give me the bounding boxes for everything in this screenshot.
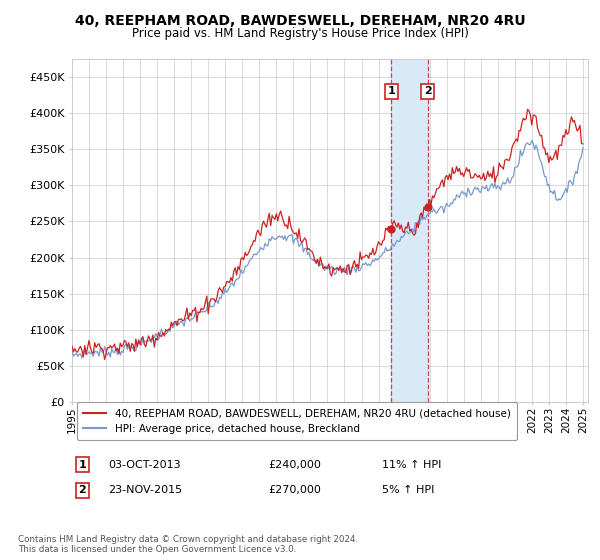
Text: 5% ↑ HPI: 5% ↑ HPI [382, 486, 434, 495]
Text: Contains HM Land Registry data © Crown copyright and database right 2024.
This d: Contains HM Land Registry data © Crown c… [18, 535, 358, 554]
Text: £270,000: £270,000 [268, 486, 321, 495]
Text: 2: 2 [79, 486, 86, 495]
Text: 1: 1 [388, 86, 395, 96]
Legend: 40, REEPHAM ROAD, BAWDESWELL, DEREHAM, NR20 4RU (detached house), HPI: Average p: 40, REEPHAM ROAD, BAWDESWELL, DEREHAM, N… [77, 402, 517, 440]
Bar [391, 59, 428, 402]
Text: £240,000: £240,000 [268, 460, 321, 469]
Text: 40, REEPHAM ROAD, BAWDESWELL, DEREHAM, NR20 4RU: 40, REEPHAM ROAD, BAWDESWELL, DEREHAM, N… [74, 14, 526, 28]
Text: 1: 1 [79, 460, 86, 469]
Text: 03-OCT-2013: 03-OCT-2013 [108, 460, 181, 469]
Text: 11% ↑ HPI: 11% ↑ HPI [382, 460, 441, 469]
Text: 2: 2 [424, 86, 431, 96]
Text: 23-NOV-2015: 23-NOV-2015 [108, 486, 182, 495]
Text: Price paid vs. HM Land Registry's House Price Index (HPI): Price paid vs. HM Land Registry's House … [131, 27, 469, 40]
